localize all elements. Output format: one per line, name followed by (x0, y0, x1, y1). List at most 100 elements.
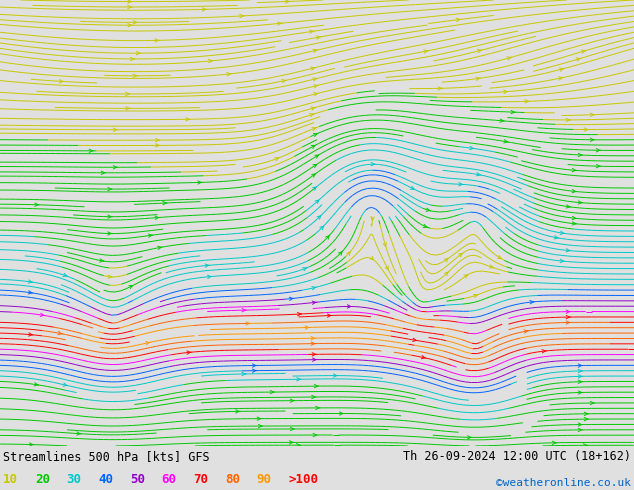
FancyArrowPatch shape (236, 410, 240, 413)
FancyArrowPatch shape (29, 291, 33, 294)
FancyArrowPatch shape (240, 14, 244, 18)
FancyArrowPatch shape (133, 21, 138, 24)
FancyArrowPatch shape (590, 113, 595, 117)
FancyArrowPatch shape (285, 0, 290, 3)
FancyArrowPatch shape (311, 337, 315, 340)
Text: 50: 50 (130, 473, 145, 487)
FancyArrowPatch shape (275, 158, 280, 161)
FancyArrowPatch shape (187, 351, 191, 354)
FancyArrowPatch shape (476, 172, 481, 176)
FancyArrowPatch shape (108, 232, 112, 235)
FancyArrowPatch shape (148, 234, 153, 237)
FancyArrowPatch shape (313, 49, 318, 52)
FancyArrowPatch shape (278, 22, 282, 25)
FancyArrowPatch shape (459, 182, 463, 186)
FancyArrowPatch shape (477, 49, 482, 53)
Text: 30: 30 (67, 473, 82, 487)
FancyArrowPatch shape (474, 294, 478, 297)
FancyArrowPatch shape (585, 412, 588, 416)
FancyArrowPatch shape (572, 222, 576, 225)
FancyArrowPatch shape (458, 253, 462, 257)
FancyArrowPatch shape (525, 100, 529, 103)
FancyArrowPatch shape (29, 333, 33, 336)
FancyArrowPatch shape (578, 391, 583, 394)
FancyArrowPatch shape (313, 358, 317, 361)
FancyArrowPatch shape (311, 174, 315, 177)
FancyArrowPatch shape (320, 226, 323, 230)
FancyArrowPatch shape (578, 201, 583, 204)
FancyArrowPatch shape (572, 169, 576, 172)
Text: 40: 40 (98, 473, 113, 487)
FancyArrowPatch shape (227, 73, 231, 76)
FancyArrowPatch shape (410, 186, 414, 189)
FancyArrowPatch shape (242, 309, 246, 312)
FancyArrowPatch shape (128, 0, 132, 3)
Text: 20: 20 (35, 473, 50, 487)
FancyArrowPatch shape (34, 383, 39, 386)
FancyArrowPatch shape (347, 305, 352, 308)
FancyArrowPatch shape (207, 275, 212, 278)
FancyArrowPatch shape (347, 252, 350, 256)
FancyArrowPatch shape (29, 443, 34, 446)
FancyArrowPatch shape (530, 300, 534, 304)
FancyArrowPatch shape (136, 51, 141, 55)
FancyArrowPatch shape (423, 224, 428, 228)
FancyArrowPatch shape (413, 338, 417, 342)
FancyArrowPatch shape (315, 200, 319, 203)
FancyArrowPatch shape (89, 149, 93, 152)
FancyArrowPatch shape (444, 259, 448, 262)
FancyArrowPatch shape (63, 273, 68, 276)
FancyArrowPatch shape (590, 401, 595, 405)
FancyArrowPatch shape (186, 118, 190, 121)
FancyArrowPatch shape (312, 287, 316, 290)
FancyArrowPatch shape (590, 138, 595, 142)
FancyArrowPatch shape (252, 369, 257, 372)
FancyArrowPatch shape (155, 39, 159, 42)
FancyArrowPatch shape (315, 155, 318, 158)
FancyArrowPatch shape (583, 443, 588, 447)
FancyArrowPatch shape (578, 153, 583, 157)
FancyArrowPatch shape (155, 216, 159, 220)
FancyArrowPatch shape (444, 272, 448, 276)
FancyArrowPatch shape (597, 148, 600, 152)
FancyArrowPatch shape (129, 286, 133, 289)
FancyArrowPatch shape (554, 236, 559, 239)
FancyArrowPatch shape (108, 187, 112, 191)
FancyArrowPatch shape (35, 203, 39, 206)
FancyArrowPatch shape (313, 164, 316, 168)
FancyArrowPatch shape (578, 428, 583, 432)
FancyArrowPatch shape (383, 243, 386, 246)
FancyArrowPatch shape (566, 248, 571, 252)
FancyArrowPatch shape (281, 79, 286, 83)
FancyArrowPatch shape (63, 383, 68, 386)
FancyArrowPatch shape (560, 259, 564, 263)
FancyArrowPatch shape (566, 316, 571, 319)
FancyArrowPatch shape (313, 78, 317, 81)
FancyArrowPatch shape (205, 264, 209, 267)
Text: Streamlines 500 hPa [kts] GFS: Streamlines 500 hPa [kts] GFS (3, 450, 210, 464)
FancyArrowPatch shape (566, 321, 571, 324)
Text: 60: 60 (162, 473, 177, 487)
FancyArrowPatch shape (566, 118, 571, 122)
FancyArrowPatch shape (578, 380, 583, 384)
Text: 10: 10 (3, 473, 18, 487)
FancyArrowPatch shape (100, 259, 104, 262)
FancyArrowPatch shape (597, 165, 600, 168)
FancyArrowPatch shape (585, 128, 588, 131)
FancyArrowPatch shape (209, 59, 213, 63)
FancyArrowPatch shape (422, 356, 426, 359)
FancyArrowPatch shape (467, 436, 472, 439)
FancyArrowPatch shape (155, 139, 160, 142)
FancyArrowPatch shape (311, 146, 315, 148)
FancyArrowPatch shape (572, 217, 576, 220)
FancyArrowPatch shape (163, 201, 167, 205)
FancyArrowPatch shape (500, 119, 504, 122)
FancyArrowPatch shape (113, 128, 117, 131)
FancyArrowPatch shape (158, 246, 162, 249)
FancyArrowPatch shape (312, 395, 316, 399)
Text: ©weatheronline.co.uk: ©weatheronline.co.uk (496, 478, 631, 488)
FancyArrowPatch shape (370, 256, 373, 260)
FancyArrowPatch shape (311, 107, 316, 110)
FancyArrowPatch shape (297, 313, 302, 316)
FancyArrowPatch shape (297, 378, 301, 381)
